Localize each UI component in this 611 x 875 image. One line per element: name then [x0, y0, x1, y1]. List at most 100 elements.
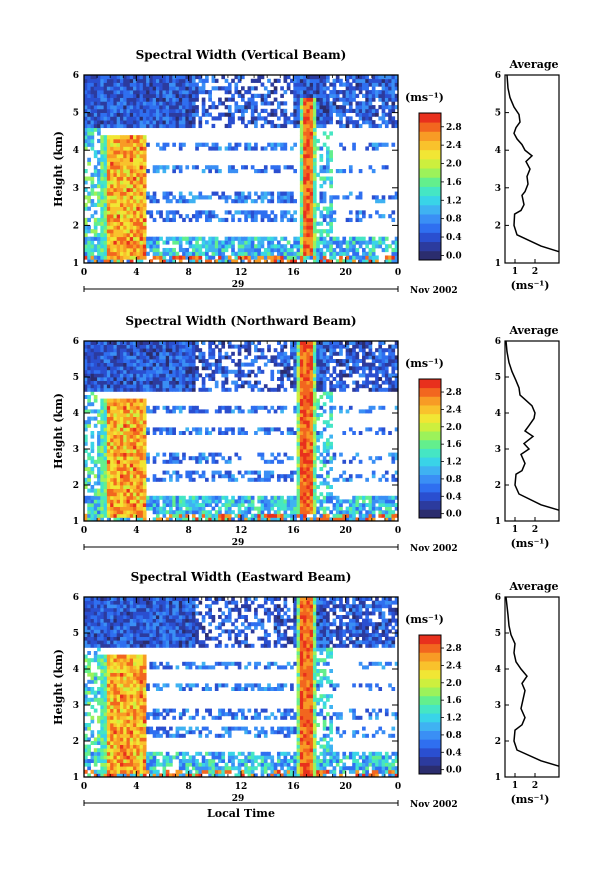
heatmap-cell	[303, 191, 307, 196]
heatmap-cell	[384, 105, 389, 110]
heatmap-cell	[247, 259, 252, 264]
heatmap-cell	[280, 506, 284, 511]
heatmap-cell	[100, 355, 105, 360]
heatmap-cell	[244, 146, 248, 151]
heatmap-cell	[139, 477, 144, 482]
heatmap-cell	[110, 474, 114, 479]
heatmap-cell	[296, 405, 301, 410]
heatmap-cell	[257, 405, 262, 410]
profile-y-tick-label: 2	[495, 221, 501, 231]
heatmap-cell	[152, 247, 157, 253]
heatmap-cell	[388, 255, 392, 260]
heatmap-cell	[309, 384, 314, 389]
heatmap-cell	[178, 255, 183, 260]
heatmap-cell	[276, 123, 281, 129]
heatmap-cell	[100, 240, 105, 245]
heatmap-cell	[319, 362, 324, 367]
heatmap-cell	[123, 452, 127, 457]
heatmap-cell	[159, 255, 163, 260]
heatmap-cell	[319, 221, 324, 226]
heatmap-cell	[273, 169, 278, 174]
heatmap-cell	[84, 206, 88, 211]
heatmap-cell	[152, 477, 157, 482]
heatmap-cell	[90, 506, 95, 511]
heatmap-cell	[198, 373, 203, 378]
heatmap-cell	[97, 75, 101, 80]
heatmap-cell	[322, 513, 327, 518]
heatmap-cell	[123, 251, 127, 256]
heatmap-cell	[250, 78, 255, 83]
heatmap-cell	[178, 112, 183, 117]
heatmap-cell	[309, 184, 314, 189]
heatmap-cell	[375, 112, 379, 117]
heatmap-cell	[116, 165, 121, 170]
colorbar-tick-label: 1.2	[446, 196, 462, 206]
heatmap-cell	[110, 142, 114, 147]
heatmap-cell	[162, 247, 167, 253]
heatmap-cell	[227, 108, 232, 113]
heatmap-cell	[175, 82, 180, 87]
heatmap-cell	[329, 105, 333, 110]
heatmap-cell	[214, 78, 219, 83]
heatmap-cell	[103, 474, 108, 479]
heatmap-cell	[119, 438, 124, 443]
heatmap-cell	[136, 146, 140, 151]
heatmap-cell	[188, 341, 193, 345]
heatmap-cell	[142, 456, 147, 461]
heatmap-cell	[116, 90, 121, 95]
heatmap-cell	[100, 359, 105, 363]
heatmap-cell	[296, 463, 301, 468]
heatmap-cell	[316, 369, 320, 374]
heatmap-cell	[214, 86, 219, 91]
heatmap-cell	[185, 373, 190, 378]
heatmap-cell	[267, 387, 271, 392]
heatmap-cell	[123, 199, 127, 204]
heatmap-cell	[303, 97, 307, 102]
heatmap-cell	[388, 75, 392, 80]
heatmap-cell	[303, 481, 307, 486]
heatmap-cell	[303, 423, 307, 428]
heatmap-cell	[100, 513, 105, 518]
heatmap-cell	[211, 75, 216, 80]
heatmap-cell	[97, 452, 101, 457]
heatmap-cell	[175, 503, 180, 507]
heatmap-cell	[152, 120, 157, 125]
heatmap-cell	[260, 355, 265, 360]
heatmap-cell	[87, 120, 91, 125]
heatmap-cell	[322, 459, 327, 464]
heatmap-cell	[129, 402, 134, 407]
heatmap-cell	[329, 82, 333, 87]
heatmap-cell	[188, 362, 193, 367]
heatmap-cell	[296, 108, 301, 113]
heatmap-cell	[90, 75, 95, 80]
heatmap-cell	[106, 503, 111, 507]
heatmap-cell	[191, 427, 196, 432]
heatmap-cell	[378, 78, 383, 83]
heatmap-cell	[293, 503, 297, 507]
heatmap-cell	[139, 206, 144, 211]
heatmap-cell	[116, 344, 121, 349]
heatmap-cell	[90, 191, 95, 196]
heatmap-cell	[100, 153, 105, 159]
heatmap-cell	[296, 485, 301, 489]
heatmap-cell	[106, 499, 111, 504]
heatmap-cell	[126, 225, 131, 230]
heatmap-cell	[362, 93, 366, 98]
heatmap-cell	[283, 244, 288, 249]
heatmap-cell	[267, 236, 271, 241]
heatmap-cell	[303, 477, 307, 482]
heatmap-cell	[280, 474, 284, 479]
heatmap-cell	[142, 90, 147, 95]
heatmap-cell	[309, 503, 314, 507]
heatmap-cell	[142, 251, 147, 256]
heatmap-cell	[100, 492, 105, 497]
heatmap-cell	[126, 86, 131, 91]
heatmap-cell	[195, 427, 199, 432]
heatmap-cell	[93, 369, 98, 374]
heatmap-cell	[175, 165, 180, 170]
heatmap-cell	[254, 217, 258, 223]
heatmap-cell	[362, 101, 366, 106]
heatmap-cell	[335, 93, 340, 98]
heatmap-cell	[142, 492, 147, 497]
heatmap-cell	[201, 409, 206, 414]
